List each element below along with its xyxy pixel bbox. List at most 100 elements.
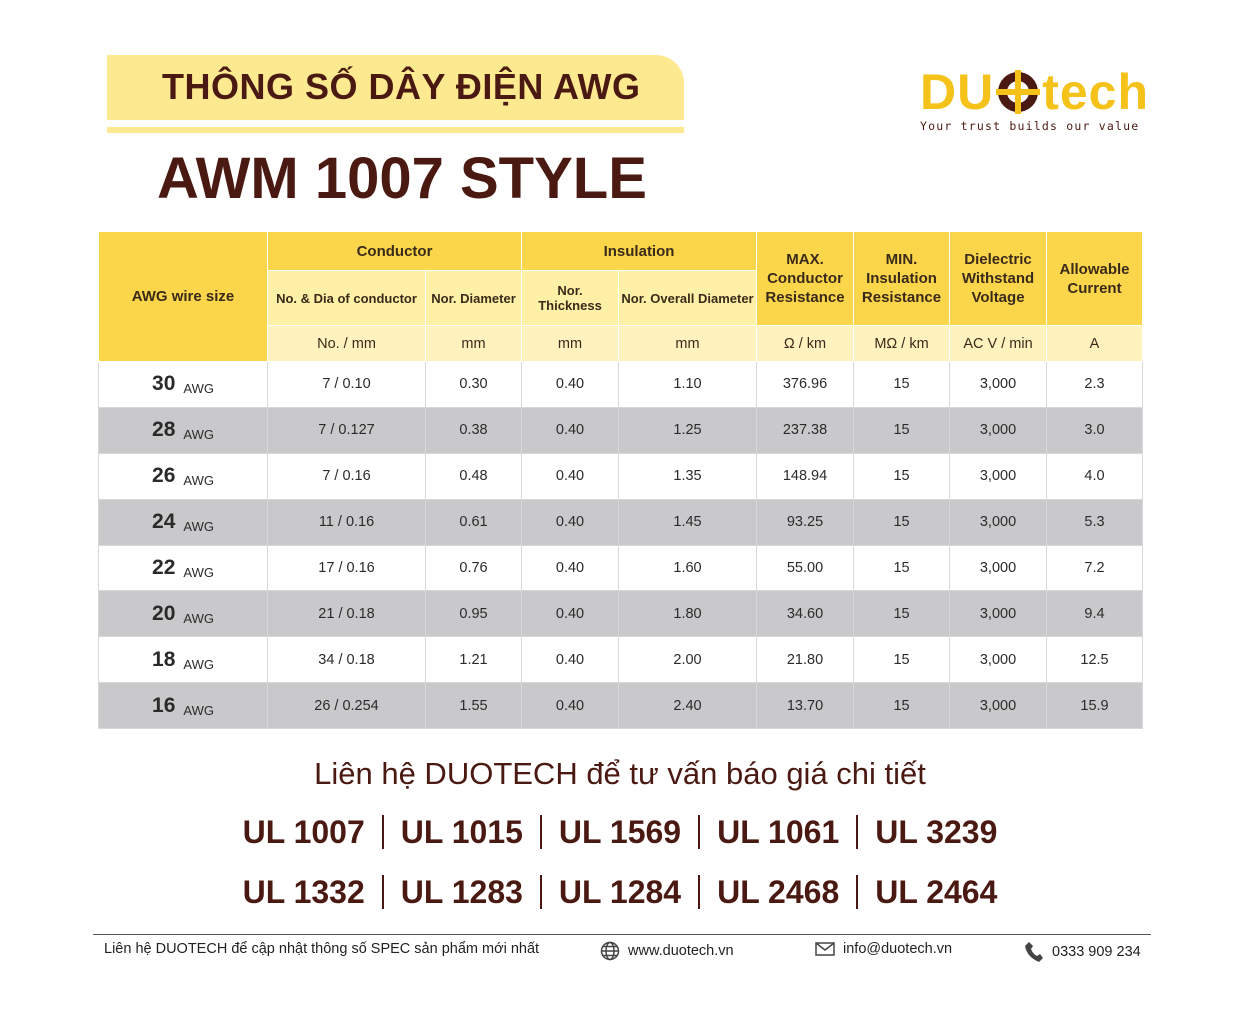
column-header: Nor. Thickness — [521, 270, 620, 326]
table-cell: 21 / 0.18 — [267, 590, 426, 638]
table-cell: 11 / 0.16 — [267, 498, 426, 546]
awg-unit: AWG — [183, 519, 214, 535]
unit-cell: mm — [521, 325, 620, 362]
table-row: 30 AWG 7 / 0.10 0.30 0.40 1.10 376.96 15 3,000 2.… — [98, 361, 1144, 408]
table-cell: 3.0 — [1046, 406, 1144, 454]
awg-size: 16 — [152, 693, 176, 717]
awg-size: 20 — [152, 601, 176, 625]
table-cell: 148.94 — [756, 452, 855, 500]
unit-cell: MΩ / km — [853, 325, 951, 362]
column-header: No. & Dia of conductor — [267, 270, 426, 326]
awg-unit: AWG — [183, 565, 214, 580]
table-cell: 7 / 0.127 — [267, 406, 426, 454]
logo: DU tech Your trust builds our value — [920, 64, 1155, 136]
table-cell: 12.5 — [1046, 636, 1144, 684]
table-cell: 15 — [853, 452, 951, 500]
code: UL 1007 — [242, 814, 365, 850]
column-header: Allowable Current — [1046, 231, 1144, 326]
table-cell: 237.38 — [756, 406, 855, 454]
group-header: Conductor — [266, 231, 523, 271]
code-line: UL 1332 UL 1283 UL 1284 UL 2468 UL 2464 — [0, 875, 1240, 909]
table-cell: 0.48 — [424, 452, 523, 500]
code: UL 1332 — [242, 874, 365, 910]
table-cell: 0.40 — [521, 361, 620, 408]
table-cell: 34.60 — [756, 590, 855, 638]
table-cell: 13.70 — [756, 682, 855, 730]
table-cell: 0.30 — [424, 361, 523, 408]
spec-table: AWG wire size Conductor Insulation MAX. Con… — [98, 231, 1144, 730]
table-cell: 7.2 — [1046, 544, 1144, 592]
table-cell: 1.45 — [618, 498, 758, 546]
header-row: AWG wire size Conductor Insulation MAX. Con… — [98, 231, 1144, 362]
table-cell: 15 — [853, 636, 951, 684]
header-row: No. & Dia of conductor Nor. Diameter Nor. … — [99, 270, 1143, 326]
awg-size: 18 — [152, 647, 176, 671]
size-cell: 30 AWG — [98, 361, 268, 408]
website-text: www.duotech.vn — [628, 943, 734, 959]
table-cell: 15 — [853, 682, 951, 730]
table-cell: 55.00 — [756, 544, 855, 592]
table-cell: 3,000 — [949, 590, 1048, 638]
table-cell: 376.96 — [756, 361, 855, 408]
table-cell: 9.4 — [1046, 590, 1144, 638]
table-cell: 17 / 0.16 — [267, 544, 426, 592]
table-cell: 15 — [853, 498, 951, 546]
column-header: Dielectric Withstand Voltage — [949, 231, 1048, 326]
code: UL 1569 — [539, 815, 698, 849]
column-header: MIN. Insulation Resistance — [853, 231, 951, 326]
size-cell: 20 AWG — [98, 590, 268, 638]
footer-phone: 0333 909 234 — [1024, 941, 1141, 963]
table-cell: 3,000 — [949, 498, 1048, 546]
awg-unit: AWG — [183, 702, 214, 718]
table-cell: 7 / 0.16 — [267, 452, 426, 500]
footer-email: info@duotech.vn — [815, 941, 952, 957]
table-cell: 0.40 — [521, 590, 620, 638]
table-cell: 0.40 — [521, 544, 620, 592]
unit-cell: Ω / km — [756, 325, 855, 362]
table-row: 28 AWG 7 / 0.127 0.38 0.40 1.25 237.38 15 3,000 3… — [98, 406, 1144, 454]
awg-size: 24 — [152, 510, 176, 534]
table-cell: 1.35 — [618, 452, 758, 500]
table-cell: 0.40 — [521, 682, 620, 730]
footer-note: Liên hệ DUOTECH để cập nhật thông số SPE… — [104, 941, 539, 957]
table-cell: 0.95 — [424, 590, 523, 638]
table-row: 26 AWG 7 / 0.16 0.48 0.40 1.35 148.94 15 3,000 4.… — [98, 452, 1144, 500]
code-line: UL 1007 UL 1015 UL 1569 UL 1061 UL 3239 — [0, 815, 1240, 849]
code: UL 3239 — [856, 815, 1014, 849]
size-cell: 18 AWG — [98, 636, 268, 684]
brand-left: DU — [920, 64, 995, 120]
table-row: 22 AWG 17 / 0.16 0.76 0.40 1.60 55.00 15 3,000 7.… — [98, 544, 1144, 592]
email-text: info@duotech.vn — [843, 941, 953, 957]
size-cell: 22 AWG — [98, 544, 268, 592]
awg-size: 22 — [152, 556, 176, 579]
table-row: 20 AWG 21 / 0.18 0.95 0.40 1.80 34.60 15 3,000 9.… — [98, 590, 1144, 638]
code: UL 1283 — [381, 875, 540, 909]
size-cell: 26 AWG — [98, 452, 268, 500]
size-cell: 24 AWG — [98, 498, 268, 546]
table-body: 30 AWG 7 / 0.10 0.30 0.40 1.10 376.96 15 3,000 2.… — [98, 361, 1144, 730]
awg-size: 28 — [152, 418, 176, 442]
table-cell: 3,000 — [949, 544, 1048, 592]
phone-text: 0333 909 234 — [1052, 944, 1141, 960]
mail-icon — [815, 942, 835, 956]
unit-cell: A — [1046, 325, 1144, 362]
table-cell: 93.25 — [756, 498, 855, 546]
contact-heading: Liên hệ DUOTECH để tư vấn báo giá chi ti… — [314, 756, 926, 791]
code: UL 2464 — [856, 875, 1014, 909]
table-cell: 2.00 — [618, 636, 758, 684]
awg-unit: AWG — [183, 427, 214, 443]
unit-cell: mm — [618, 325, 758, 362]
note-text: Liên hệ DUOTECH để cập nhật thông số SPE… — [104, 941, 540, 957]
table-cell: 0.38 — [424, 406, 523, 454]
table-cell: 2.40 — [618, 682, 758, 730]
table-cell: 0.40 — [521, 406, 620, 454]
awg-unit: AWG — [183, 381, 214, 397]
table-cell: 3,000 — [949, 682, 1048, 730]
code: UL 1284 — [539, 875, 698, 909]
unit-cell: No. / mm — [267, 325, 426, 362]
table-cell: 1.21 — [424, 636, 523, 684]
table-cell: 15 — [853, 544, 951, 592]
table-cell: 0.40 — [521, 452, 620, 500]
group-header: Insulation — [521, 231, 758, 271]
